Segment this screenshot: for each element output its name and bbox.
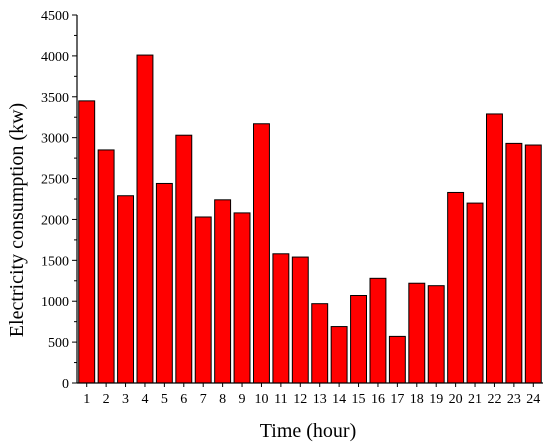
x-tick-label: 12 [293, 392, 307, 407]
x-tick-label: 16 [371, 392, 385, 407]
x-tick-label: 11 [274, 392, 287, 407]
y-axis-title: Electricity consumption (kw) [6, 103, 28, 337]
bar-hour-2 [97, 149, 115, 384]
bar-hour-12 [291, 256, 309, 384]
bar-hour-19 [427, 285, 445, 384]
y-tick-label: 0 [62, 377, 69, 392]
x-tick-label: 14 [332, 392, 346, 407]
y-tick-label: 500 [48, 336, 69, 351]
bar-hour-1 [78, 100, 96, 384]
bar-hour-21 [466, 202, 484, 384]
y-tick-label: 3000 [41, 132, 69, 147]
bars-group [78, 54, 542, 384]
bar-hour-7 [194, 216, 212, 384]
y-tick-label: 3500 [41, 91, 69, 106]
x-tick-label: 4 [141, 392, 148, 407]
bar-hour-8 [214, 199, 232, 384]
bar-hour-6 [175, 134, 193, 384]
x-tick-label: 5 [161, 392, 168, 407]
x-tick-label: 10 [254, 392, 268, 407]
x-tick-label: 8 [219, 392, 226, 407]
x-tick-label: 23 [507, 392, 521, 407]
x-ticks-group: 1 2 3 4 5 6 7 8 9 10 11 12 13 14 15 16 17 18 19 20 21 22 23 24 [83, 383, 540, 407]
bar-hour-11 [272, 253, 290, 384]
y-tick-label: 2000 [41, 213, 69, 228]
bar-hour-4 [136, 54, 154, 384]
x-tick-label: 13 [313, 392, 327, 407]
bar-hour-20 [447, 191, 465, 384]
x-axis-title: Time (hour) [260, 420, 356, 442]
bar-hour-15 [350, 295, 367, 384]
x-tick-label: 1 [83, 392, 90, 407]
bar-hour-9 [233, 212, 251, 384]
bar-hour-24 [524, 144, 542, 384]
x-tick-label: 17 [390, 392, 404, 407]
x-tick-label: 19 [429, 392, 443, 407]
bar-hour-10 [253, 123, 270, 384]
x-tick-label: 7 [200, 392, 207, 407]
y-tick-label: 1000 [41, 295, 69, 310]
x-tick-label: 21 [468, 392, 482, 407]
y-tick-label: 1500 [41, 254, 69, 269]
bar-hour-5 [155, 182, 173, 384]
bar-hour-17 [388, 335, 406, 384]
bar-hour-16 [369, 277, 387, 384]
x-tick-label: 3 [122, 392, 129, 407]
bar-hour-13 [311, 303, 329, 384]
bar-hour-23 [505, 142, 523, 384]
x-tick-label: 24 [526, 392, 540, 407]
x-tick-label: 20 [449, 392, 463, 407]
x-tick-label: 2 [103, 392, 110, 407]
bar-hour-22 [486, 113, 503, 384]
y-tick-label: 2500 [41, 173, 69, 188]
x-tick-label: 9 [239, 392, 246, 407]
x-tick-label: 6 [180, 392, 187, 407]
y-tick-label: 4500 [41, 9, 69, 24]
y-ticks-group: 0 500 1000 1500 2000 2500 3000 3500 4000 4500 [41, 9, 77, 392]
y-tick-label: 4000 [41, 50, 69, 65]
x-tick-label: 22 [487, 392, 501, 407]
x-tick-label: 18 [410, 392, 424, 407]
bar-hour-18 [408, 282, 426, 384]
bar-hour-14 [330, 326, 348, 384]
x-tick-label: 15 [352, 392, 366, 407]
bar-hour-3 [117, 195, 135, 384]
